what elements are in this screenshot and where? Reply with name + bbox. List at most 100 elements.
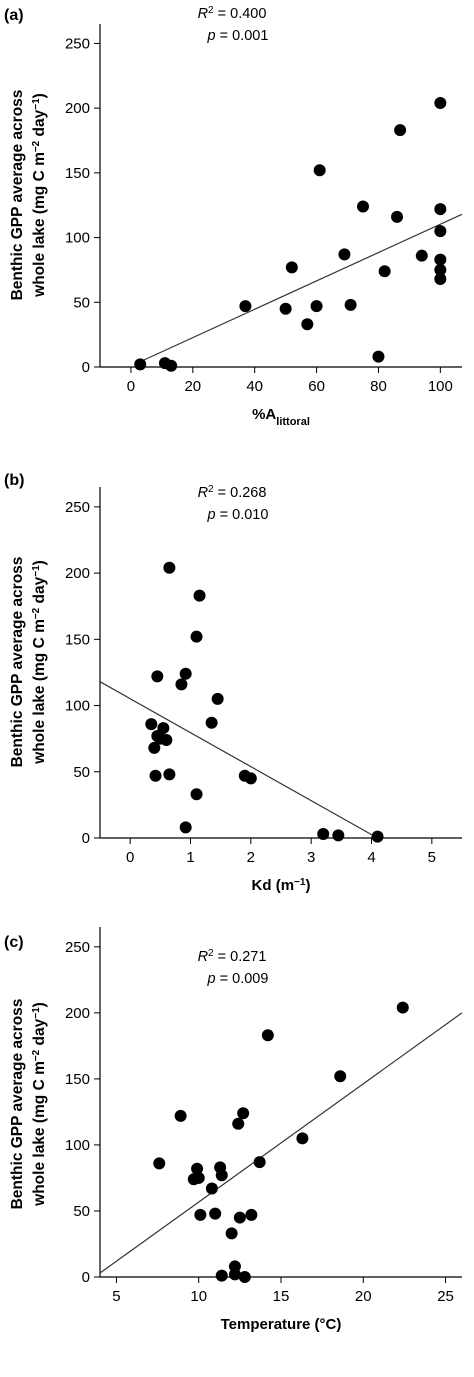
data-point (238, 1271, 251, 1283)
data-point (190, 630, 203, 643)
data-point (157, 722, 170, 735)
data-point (233, 1211, 246, 1224)
x-tick-label: 100 (428, 378, 453, 395)
r-squared-annotation: R2 = 0.400 (198, 5, 267, 23)
y-tick-label: 150 (65, 165, 90, 182)
data-point (193, 589, 206, 602)
data-point (434, 225, 447, 238)
data-point (434, 253, 447, 266)
panel-label: (c) (4, 934, 24, 951)
data-point (434, 263, 447, 276)
x-tick-label: 40 (246, 378, 263, 395)
panel-label: (b) (4, 472, 24, 489)
data-point (317, 828, 330, 841)
y-tick-label: 200 (65, 565, 90, 582)
y-tick-label: 100 (65, 230, 90, 247)
data-point (175, 678, 188, 691)
data-point (153, 1157, 166, 1170)
y-axis-label-line1: Benthic GPP average across (9, 90, 26, 301)
y-axis-label: Benthic GPP average across whole lake (mg… (9, 90, 48, 301)
y-axis-label: Benthic GPP average across whole lake (mg… (9, 999, 48, 1210)
data-point (296, 1132, 309, 1145)
data-point (165, 359, 178, 372)
y-tick-label: 250 (65, 499, 90, 516)
data-point (261, 1029, 274, 1042)
panel-c: (c) 0 50 100 150 200 250 5 10 15 20 25 Benthic GPP a… (4, 927, 463, 1333)
y-tick-label: 50 (73, 294, 90, 311)
data-point (228, 1268, 241, 1281)
x-tick-label: 15 (273, 1288, 290, 1305)
data-point (344, 298, 357, 311)
x-tick-label: 5 (112, 1288, 120, 1305)
data-point (313, 164, 326, 177)
trendline (136, 213, 463, 364)
data-point (310, 300, 323, 313)
data-point (149, 769, 162, 782)
data-point (434, 272, 447, 285)
data-point (179, 667, 192, 680)
data-point (163, 768, 176, 781)
y-tick-label: 250 (65, 35, 90, 52)
y-tick-label: 150 (65, 631, 90, 648)
x-tick-label: 4 (367, 849, 375, 866)
trendline (99, 681, 378, 839)
y-tick-label: 250 (65, 939, 90, 956)
y-tick-label: 200 (65, 1005, 90, 1022)
data-point (356, 200, 369, 213)
data-point (378, 265, 391, 278)
data-point (244, 772, 257, 785)
y-axis-label-line2: whole lake (mg C m−2 day−1) (31, 1002, 49, 1207)
x-axis-label: %Alittoral (252, 406, 310, 428)
r-squared-annotation: R2 = 0.271 (198, 948, 267, 966)
data-point (191, 1162, 204, 1175)
x-tick-label: 20 (184, 378, 201, 395)
data-point (239, 300, 252, 313)
data-point (174, 1109, 187, 1122)
x-axis-label: Kd (m−1) (252, 877, 311, 895)
data-point (215, 1269, 228, 1282)
p-value-annotation: p = 0.010 (207, 507, 269, 523)
x-axis-label: Temperature (°C) (221, 1316, 342, 1333)
y-tick-label: 100 (65, 698, 90, 715)
data-point (205, 716, 218, 729)
y-tick-label: 200 (65, 100, 90, 117)
data-point (253, 1156, 266, 1169)
x-tick-label: 2 (247, 849, 255, 866)
data-point (415, 249, 428, 262)
data-point (192, 1171, 205, 1184)
data-point (391, 210, 404, 223)
data-point (145, 718, 158, 731)
y-tick-label: 0 (82, 1269, 90, 1286)
x-tick-label: 5 (428, 849, 436, 866)
data-point (434, 203, 447, 216)
data-point (279, 302, 292, 315)
data-point (301, 318, 314, 331)
x-tick-label: 20 (355, 1288, 372, 1305)
y-axis-label-line2: whole lake (mg C m−2 day−1) (31, 560, 49, 765)
r-squared-annotation: R2 = 0.268 (198, 484, 267, 502)
y-tick-label: 50 (73, 1203, 90, 1220)
x-tick-label: 60 (308, 378, 325, 395)
y-tick-label: 100 (65, 1137, 90, 1154)
panel-label: (a) (4, 7, 24, 24)
data-point (209, 1207, 222, 1220)
data-point (334, 1070, 347, 1083)
data-point (160, 733, 173, 746)
data-point (434, 96, 447, 109)
data-point (134, 358, 147, 371)
data-point (332, 829, 345, 842)
data-point (371, 830, 384, 843)
data-point (225, 1227, 238, 1240)
x-tick-label: 1 (186, 849, 194, 866)
x-tick-label: 25 (437, 1288, 454, 1305)
data-point (338, 248, 351, 261)
data-point (211, 692, 224, 705)
data-point (148, 741, 161, 754)
data-point (237, 1107, 250, 1120)
panel-b: (b) 0 50 100 150 200 250 0 1 2 3 4 5 Benthic GPP aver… (4, 472, 462, 894)
data-point (163, 561, 176, 574)
y-tick-label: 0 (82, 830, 90, 847)
p-value-annotation: p = 0.009 (207, 971, 269, 987)
y-axis-label: Benthic GPP average across whole lake (mg… (9, 557, 48, 768)
